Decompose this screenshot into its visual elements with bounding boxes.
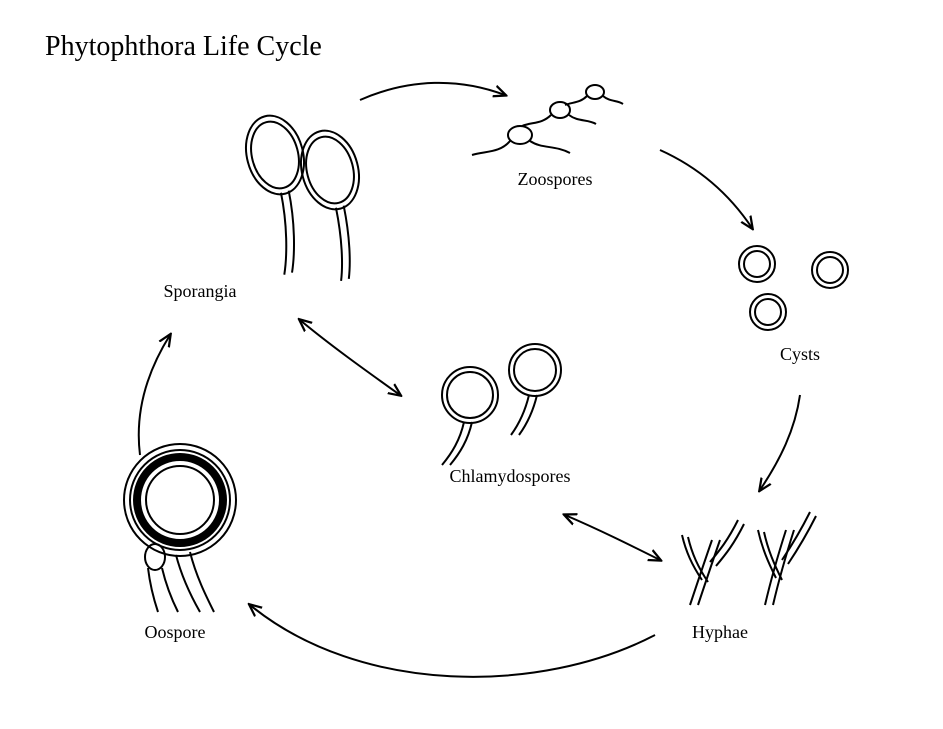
edge-hyphae-chlamydospores: [565, 515, 660, 560]
edge-chlamydospores-sporangia: [300, 320, 400, 395]
page-title: Phytophthora Life Cycle: [45, 31, 322, 62]
edge-zoospores-cysts: [660, 150, 752, 228]
chlamydospores-illustration: [442, 344, 561, 465]
zoospores-illustration: [472, 85, 623, 155]
sporangia-label: Sporangia: [164, 281, 237, 301]
edge-hyphae-oospore: [250, 605, 655, 677]
edge-sporangia-zoospores: [360, 83, 505, 100]
cysts-illustration: [739, 246, 848, 330]
oospore-label: Oospore: [145, 622, 206, 642]
zoospores-label: Zoospores: [518, 169, 593, 189]
chlamydospores-label: Chlamydospores: [450, 466, 571, 486]
sporangia-illustration: [238, 109, 386, 283]
hyphae-illustration: [682, 512, 816, 605]
hyphae-label: Hyphae: [692, 622, 748, 642]
edge-oospore-sporangia: [139, 335, 170, 455]
edge-cysts-hyphae: [760, 395, 800, 490]
oospore-illustration: [124, 444, 236, 612]
cysts-label: Cysts: [780, 344, 820, 364]
